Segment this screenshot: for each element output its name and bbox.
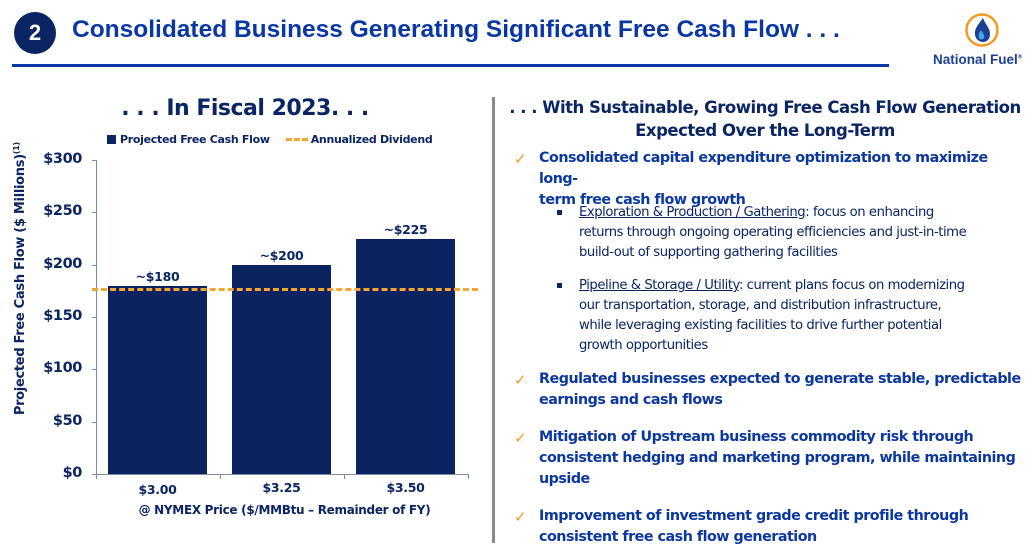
y-tick xyxy=(92,474,97,475)
bar xyxy=(108,285,207,474)
company-logo: National Fuel® xyxy=(928,12,1033,72)
y-tick xyxy=(92,369,97,371)
x-tick xyxy=(468,474,469,479)
y-tick xyxy=(92,160,97,161)
y-tick-label: $300 xyxy=(43,151,82,167)
x-tick xyxy=(344,474,345,479)
sub-bullet-label: Exploration & Production / Gathering xyxy=(579,205,806,220)
bullet-point-4: Improvement of investment grade credit p… xyxy=(539,508,969,545)
y-tick-label: $50 xyxy=(52,412,82,429)
sub-bullet-2: Pipeline & Storage / Utility: current pl… xyxy=(579,278,965,353)
bar-value-label: ~$225 xyxy=(383,221,428,237)
y-tick-label: $100 xyxy=(43,360,82,377)
x-axis xyxy=(92,474,469,475)
y-tick-label: $0 xyxy=(62,465,83,481)
legend-item-fcf: Projected Free Cash Flow xyxy=(107,133,270,146)
flame-drop-icon xyxy=(965,13,999,47)
slide-number: 2 xyxy=(28,20,42,45)
y-tick xyxy=(92,421,97,423)
y-tick-label: $200 xyxy=(43,255,82,272)
logo-wordmark: National Fuel® xyxy=(933,52,1023,67)
square-bullet-icon xyxy=(557,283,562,288)
checkmark-icon: ✓ xyxy=(514,150,527,168)
y-tick xyxy=(92,264,97,266)
bullet-point-1: Consolidated capital expenditure optimiz… xyxy=(539,150,988,208)
chart-title: . . . In Fiscal 2023. . . xyxy=(121,96,369,121)
bar xyxy=(232,264,331,474)
slide-title: Consolidated Business Generating Signifi… xyxy=(72,16,840,43)
bullet-point-2: Regulated businesses expected to generat… xyxy=(539,371,1021,408)
bar xyxy=(356,238,455,474)
bullet-point-3: Mitigation of Upstream business commodit… xyxy=(539,429,1016,487)
sub-bullet-label: Pipeline & Storage / Utility xyxy=(579,278,739,293)
chart-legend: Projected Free Cash Flow Annualized Divi… xyxy=(107,133,433,146)
legend-swatch-bar xyxy=(107,135,116,144)
checkmark-icon: ✓ xyxy=(514,429,527,447)
bar-chart-plot: $0 $50 $100 $150 $200 $250 $300 ~$180 $3.00 ~$200… xyxy=(0,0,490,551)
legend-swatch-dash xyxy=(285,138,308,141)
annualized-dividend-line xyxy=(92,287,478,291)
checkmark-icon: ✓ xyxy=(514,508,527,526)
x-tick-label: $3.00 xyxy=(138,482,177,497)
checkmark-icon: ✓ xyxy=(514,371,527,389)
title-underline xyxy=(12,64,889,67)
square-bullet-icon xyxy=(557,210,562,215)
column-divider xyxy=(492,97,495,543)
x-tick xyxy=(96,474,97,479)
y-tick xyxy=(92,212,97,214)
y-tick-label: $250 xyxy=(43,203,82,220)
legend-item-dividend: Annualized Dividend xyxy=(278,133,433,146)
x-tick xyxy=(220,474,221,479)
right-heading: . . . With Sustainable, Growing Free Cas… xyxy=(509,98,1021,140)
y-tick-label: $150 xyxy=(43,308,82,324)
x-tick-label: $3.25 xyxy=(262,480,301,495)
x-axis-title: @ NYMEX Price ($/MMBtu – Remainder of FY… xyxy=(138,503,431,517)
bar-value-label: ~$200 xyxy=(259,247,304,263)
bar-value-label: ~$180 xyxy=(135,268,180,284)
slide-number-badge: 2 xyxy=(14,12,56,54)
sub-bullet-1: Exploration & Production / Gathering: fo… xyxy=(579,205,967,260)
y-tick xyxy=(92,317,97,318)
x-tick-label: $3.50 xyxy=(386,480,425,495)
